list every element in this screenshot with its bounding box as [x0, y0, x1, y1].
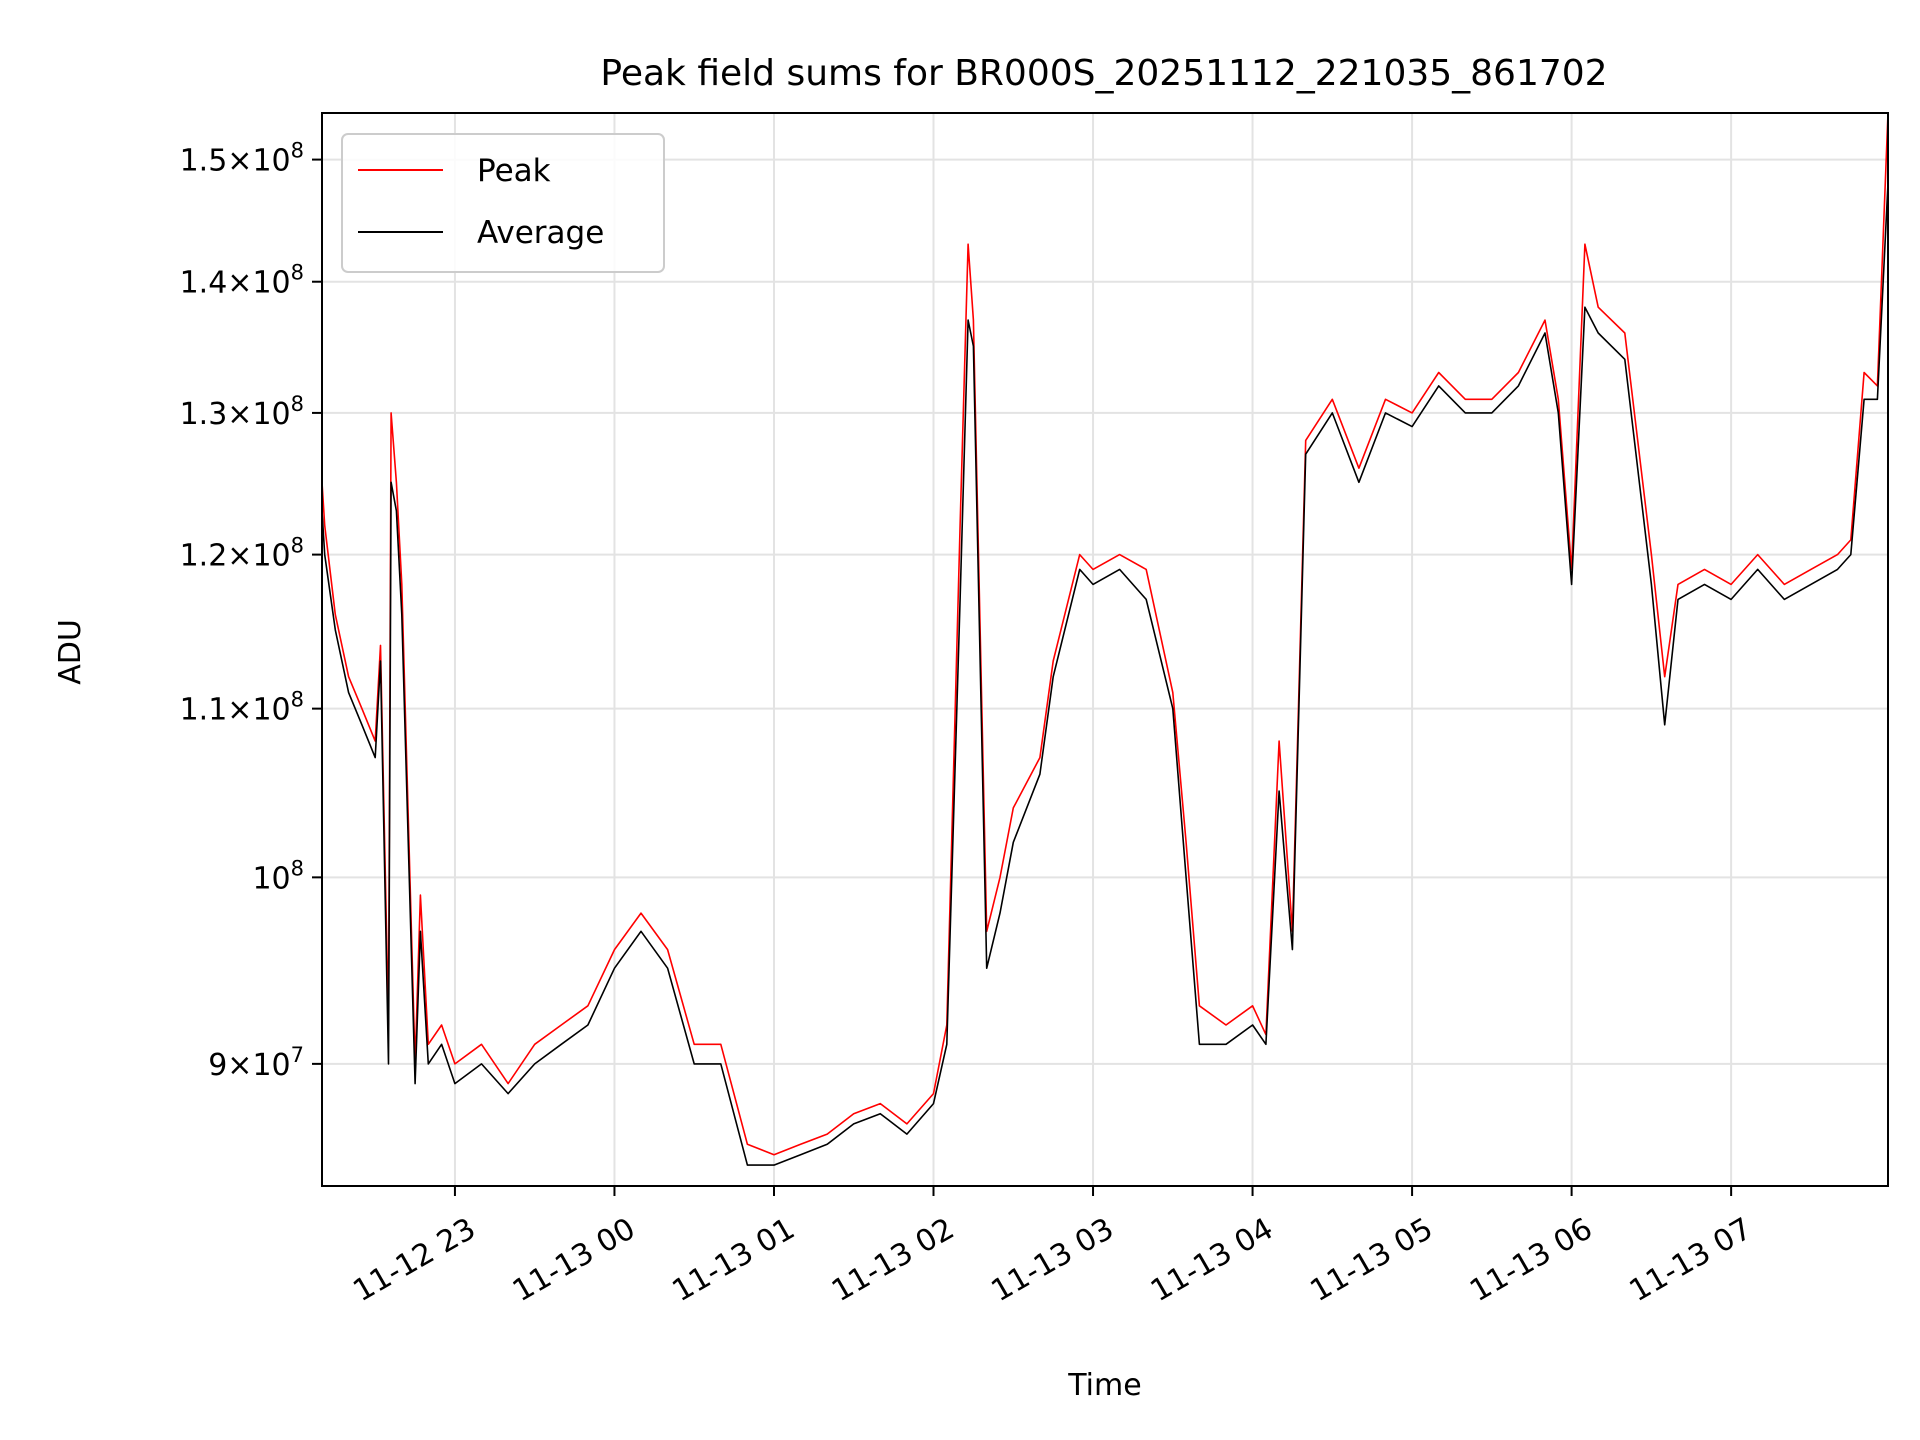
x-axis-label: Time — [1067, 1368, 1141, 1403]
grid-layer — [322, 113, 1888, 1186]
y-axis: 9×107 108 1.1×108 1.2×108 1.3×108 1.4×108 1.5×… — [180, 139, 322, 1083]
y-axis-label: ADU — [53, 619, 88, 685]
plot-area-frame — [321, 112, 1889, 1187]
y-tick-label: 1.1×108 — [180, 688, 304, 728]
legend-box — [341, 133, 665, 273]
y-tick-label: 1.2×108 — [180, 534, 304, 574]
series-line-average — [321, 183, 1889, 1166]
y-tick-label: 1.5×108 — [180, 139, 304, 179]
y-tick-label: 1.3×108 — [180, 392, 304, 432]
legend-label-average: Average — [477, 215, 604, 251]
y-tick-label: 108 — [252, 856, 304, 896]
y-tick-label: 1.4×108 — [180, 261, 304, 301]
chart-title: Peak field sums for BR000S_20251112_2210… — [600, 53, 1607, 94]
y-tick-label: 9×107 — [208, 1043, 304, 1083]
legend: Peak Average — [341, 133, 665, 273]
series-line-peak — [321, 112, 1889, 1156]
legend-label-peak: Peak — [477, 153, 551, 189]
series-layer — [321, 112, 1889, 1166]
